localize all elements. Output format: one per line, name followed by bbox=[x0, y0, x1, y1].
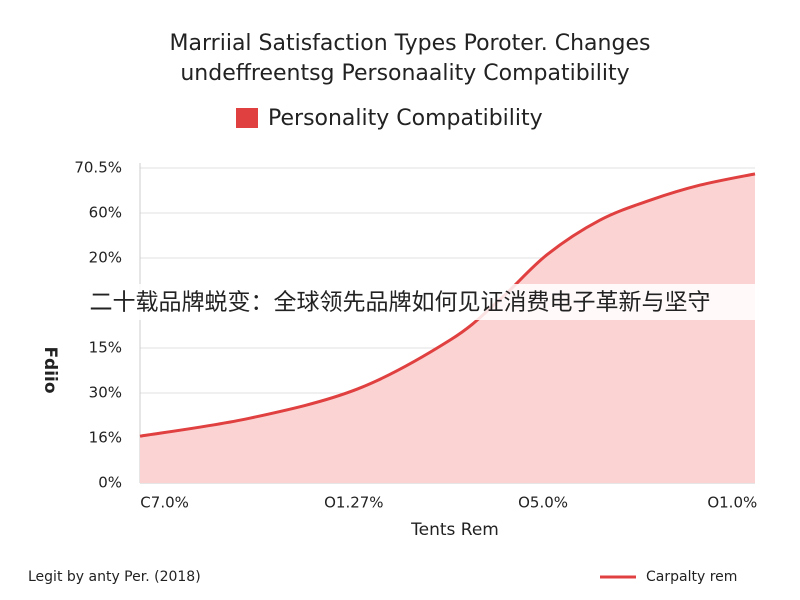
y-tick-label: 0% bbox=[98, 474, 122, 492]
y-tick-label: 30% bbox=[89, 384, 122, 402]
chart-title: Marriial Satisfaction Types Poroter. Cha… bbox=[170, 31, 651, 56]
area bbox=[140, 173, 755, 483]
overlay-band bbox=[0, 284, 800, 320]
y-tick-label: 60% bbox=[89, 204, 122, 222]
x-tick-label: O1.27% bbox=[324, 494, 383, 512]
overlay-text: 二十载品牌蜕变：全球领先品牌如何见证消费电子革新与坚守 bbox=[90, 290, 711, 316]
x-axis-label: Tents Rem bbox=[410, 520, 499, 540]
source: Legit by anty Per. (2018) bbox=[28, 569, 201, 585]
chart-subtitle: undeffreentsg Personaality Compatibility bbox=[180, 61, 629, 86]
y-tick-label: 16% bbox=[89, 429, 122, 447]
legend-label: Personality Compatibility bbox=[268, 106, 543, 131]
footer-legend: Carpalty rem bbox=[646, 569, 737, 585]
x-tick-label: C7.0% bbox=[140, 494, 189, 512]
legend-swatch bbox=[236, 108, 258, 128]
y-tick-label: 70.5% bbox=[74, 159, 122, 177]
x-tick-label: O5.0% bbox=[518, 494, 568, 512]
y-tick-label: 20% bbox=[89, 249, 122, 267]
x-tick-label: O1.0% bbox=[707, 494, 757, 512]
y-tick-label: 15% bbox=[89, 339, 122, 357]
y-axis-label: Fdiio bbox=[40, 346, 60, 393]
